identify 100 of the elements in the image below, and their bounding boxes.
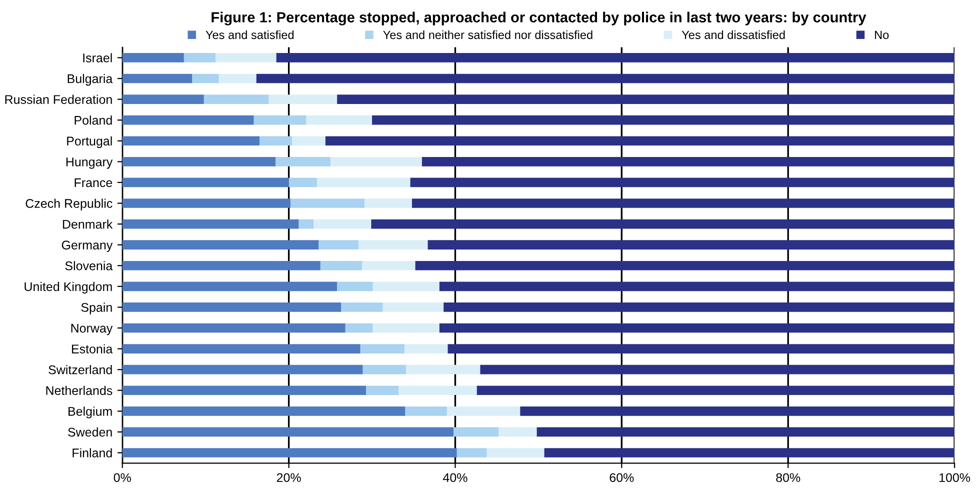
bar: [444, 302, 955, 312]
y-tick-label: Denmark: [62, 220, 113, 229]
y-tick-label: Netherlands: [46, 386, 112, 396]
bar: [371, 219, 955, 229]
y-tick-label: Poland: [74, 116, 112, 125]
bar: [122, 323, 346, 333]
y-tick-label: Portugal: [67, 136, 112, 148]
x-tick-label: 0%: [114, 473, 131, 482]
bar: [366, 386, 399, 396]
bar: [476, 386, 955, 396]
bar: [122, 94, 204, 104]
bar: [260, 136, 292, 146]
y-tick-label: Spain: [81, 302, 112, 314]
bar: [372, 282, 440, 292]
bar: [318, 240, 359, 250]
legend-label: No: [875, 30, 889, 40]
bar: [325, 136, 955, 146]
bar: [498, 427, 537, 437]
bar: [480, 364, 955, 374]
bar: [422, 156, 955, 166]
x-tick-label: 100%: [939, 473, 970, 482]
bar: [372, 115, 955, 125]
bar: [122, 302, 342, 312]
y-tick-label: Israel: [83, 53, 112, 62]
bar: [184, 53, 216, 62]
bar: [412, 198, 955, 208]
bar: [439, 282, 955, 292]
bar: [320, 260, 362, 270]
bar: [486, 448, 544, 458]
bar: [122, 427, 454, 437]
bar: [439, 323, 955, 333]
bar: [358, 240, 428, 250]
bar: [428, 240, 955, 250]
y-tick-label: France: [74, 178, 112, 188]
bar: [122, 386, 366, 396]
y-tick-label: Hungary: [66, 158, 113, 169]
bar: [454, 427, 499, 437]
bar: [362, 260, 416, 270]
bar: [122, 178, 289, 188]
legend-label: Yes and dissatisfied: [682, 30, 785, 40]
bar: [544, 448, 955, 458]
bar: [360, 344, 404, 354]
bar: [290, 198, 365, 208]
bar: [122, 364, 363, 374]
y-tick-label: Bulgaria: [68, 74, 113, 86]
bar: [216, 53, 276, 62]
bar: [382, 302, 444, 312]
legend-label: Yes and neither satisfied nor dissatisfied: [383, 30, 592, 40]
bar: [122, 406, 406, 416]
bar: [404, 344, 448, 354]
bar: [337, 282, 373, 292]
bar: [122, 282, 338, 292]
bar: [122, 198, 290, 208]
bar: [410, 178, 955, 188]
bar: [415, 260, 955, 270]
bar: [364, 198, 412, 208]
bar: [122, 448, 457, 458]
bar: [254, 115, 306, 125]
bar: [298, 219, 314, 229]
bar: [398, 386, 477, 396]
bar: [345, 323, 373, 333]
bar: [446, 406, 520, 416]
bar: [122, 156, 276, 166]
y-tick-label: Sweden: [68, 427, 112, 437]
bar: [275, 156, 330, 166]
bar: [122, 240, 319, 250]
bar: [192, 74, 219, 84]
chart-title: Figure 1: Percentage stopped, approached or contacted by police in last two years: by country: [212, 12, 866, 26]
bar: [520, 406, 955, 416]
y-tick-label: Norway: [71, 324, 113, 336]
bar: [372, 323, 440, 333]
x-tick-label: 20%: [276, 473, 301, 482]
legend-label: Yes and satisfied: [206, 30, 294, 40]
x-tick-label: 60%: [610, 473, 634, 482]
bar: [341, 302, 383, 312]
bar: [276, 53, 955, 62]
bar: [448, 344, 955, 354]
y-tick-label: Russian Federation: [5, 94, 112, 104]
x-tick-label: 40%: [443, 473, 468, 482]
bar: [256, 74, 955, 84]
bar: [292, 136, 326, 146]
bar: [268, 94, 338, 104]
bar: [330, 156, 422, 166]
bar: [314, 219, 372, 229]
y-tick-label: Germany: [62, 240, 113, 252]
x-tick-label: 80%: [776, 473, 800, 482]
bar: [122, 74, 192, 84]
y-tick-label: United Kingdom: [24, 282, 112, 294]
y-tick-label: Estonia: [72, 344, 113, 354]
y-tick-label: Finland: [72, 448, 112, 458]
bar: [317, 178, 410, 188]
bar: [362, 364, 406, 374]
bar: [122, 115, 254, 125]
bar: [405, 406, 447, 416]
bar: [122, 219, 299, 229]
bar: [122, 136, 260, 146]
bar: [337, 94, 955, 104]
y-tick-label: Switzerland: [48, 365, 112, 374]
bar: [122, 260, 320, 270]
bar: [122, 344, 360, 354]
